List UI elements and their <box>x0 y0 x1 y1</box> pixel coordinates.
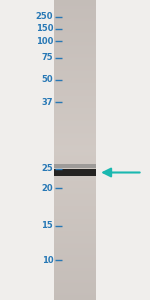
Text: 50: 50 <box>42 75 53 84</box>
Text: 250: 250 <box>36 12 53 21</box>
Text: 75: 75 <box>42 53 53 62</box>
Text: 15: 15 <box>42 221 53 230</box>
Text: 25: 25 <box>42 164 53 173</box>
Text: 150: 150 <box>36 24 53 33</box>
Text: 20: 20 <box>42 184 53 193</box>
Text: 100: 100 <box>36 37 53 46</box>
Text: 37: 37 <box>42 98 53 106</box>
Bar <box>54 169 96 176</box>
Bar <box>54 164 96 168</box>
Text: 10: 10 <box>42 256 53 265</box>
